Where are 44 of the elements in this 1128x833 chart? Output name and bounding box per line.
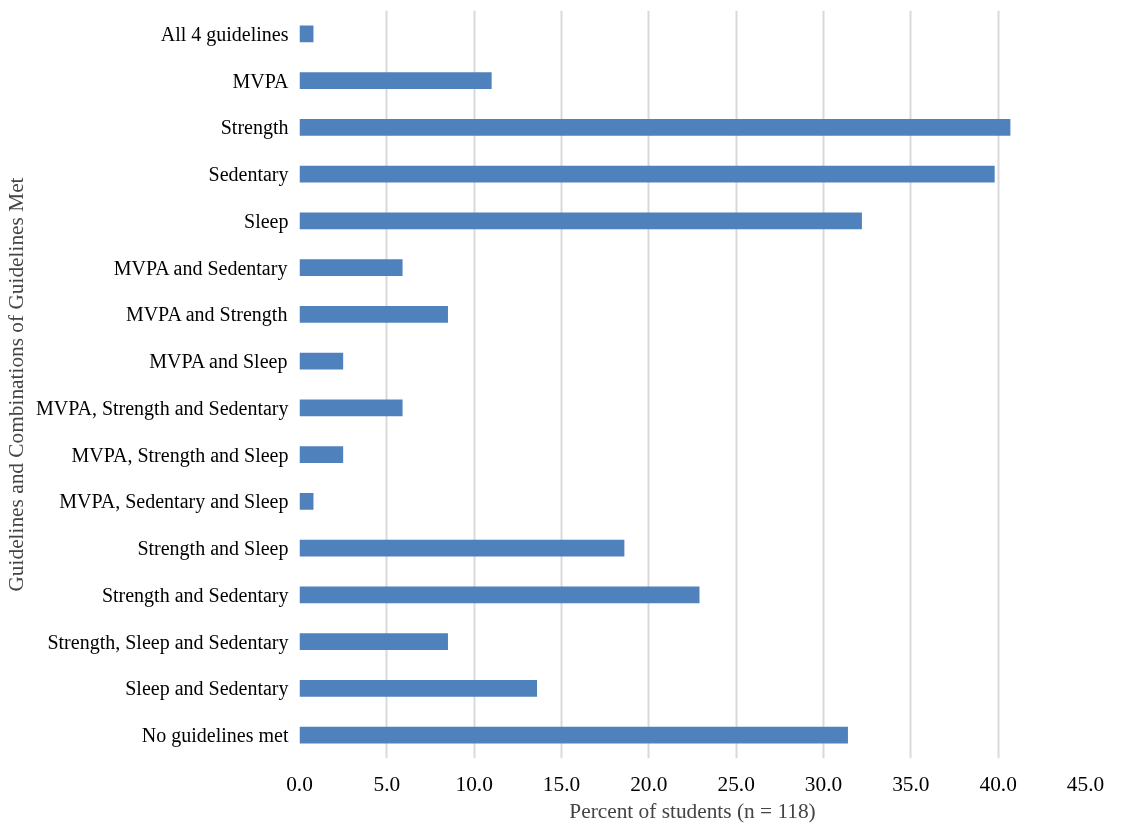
bar <box>299 539 625 557</box>
x-tick-label: 45.0 <box>1066 771 1105 796</box>
y-tick-label: Strength, Sleep and Sedentary <box>47 630 289 654</box>
bar <box>299 492 314 510</box>
y-tick-label: Sleep <box>244 209 289 233</box>
y-tick-label: Strength and Sedentary <box>101 583 289 607</box>
y-tick-label: MVPA, Strength and Sedentary <box>35 396 289 420</box>
bar <box>299 165 995 183</box>
bar <box>299 586 700 604</box>
y-tick-label: MVPA and Strength <box>125 303 288 327</box>
x-tick-label: 15.0 <box>542 771 581 796</box>
bar <box>299 212 862 230</box>
bar <box>299 633 448 651</box>
y-tick-label: Sleep and Sedentary <box>125 677 289 701</box>
y-tick-label: MVPA and Sleep <box>149 350 288 374</box>
bar <box>299 259 403 277</box>
bar <box>299 118 1011 136</box>
x-tick-label: 5.0 <box>373 771 401 796</box>
bar <box>299 352 344 370</box>
y-tick-label: Strength <box>220 116 289 140</box>
bar <box>299 25 314 43</box>
y-tick-label: Strength and Sleep <box>137 537 289 561</box>
x-tick-label: 40.0 <box>979 771 1017 796</box>
bar <box>299 305 448 323</box>
x-tick-label: 0.0 <box>286 771 313 796</box>
x-tick-label: 35.0 <box>892 771 930 796</box>
bar <box>299 679 538 697</box>
y-tick-label: MVPA, Strength and Sleep <box>71 443 289 467</box>
x-tick-label: 30.0 <box>804 771 843 796</box>
y-axis-title: Guidelines and Combinations of Guidelines Met <box>3 177 28 592</box>
y-tick-label: All 4 guidelines <box>160 22 289 46</box>
y-tick-label: No guidelines met <box>141 724 289 748</box>
y-tick-label: MVPA, Sedentary and Sleep <box>59 490 289 514</box>
y-tick-label: MVPA and Sedentary <box>113 256 288 280</box>
x-tick-label: 20.0 <box>630 771 668 796</box>
bar <box>299 399 403 417</box>
x-tick-label: 25.0 <box>717 771 755 796</box>
y-tick-label: Sedentary <box>208 163 289 187</box>
x-axis-title: Percent of students (n = 118) <box>569 798 816 823</box>
bar <box>299 726 848 744</box>
bar <box>299 446 344 464</box>
x-tick-label: 10.0 <box>455 771 493 796</box>
y-tick-label: MVPA <box>232 69 290 92</box>
bar <box>299 72 492 90</box>
